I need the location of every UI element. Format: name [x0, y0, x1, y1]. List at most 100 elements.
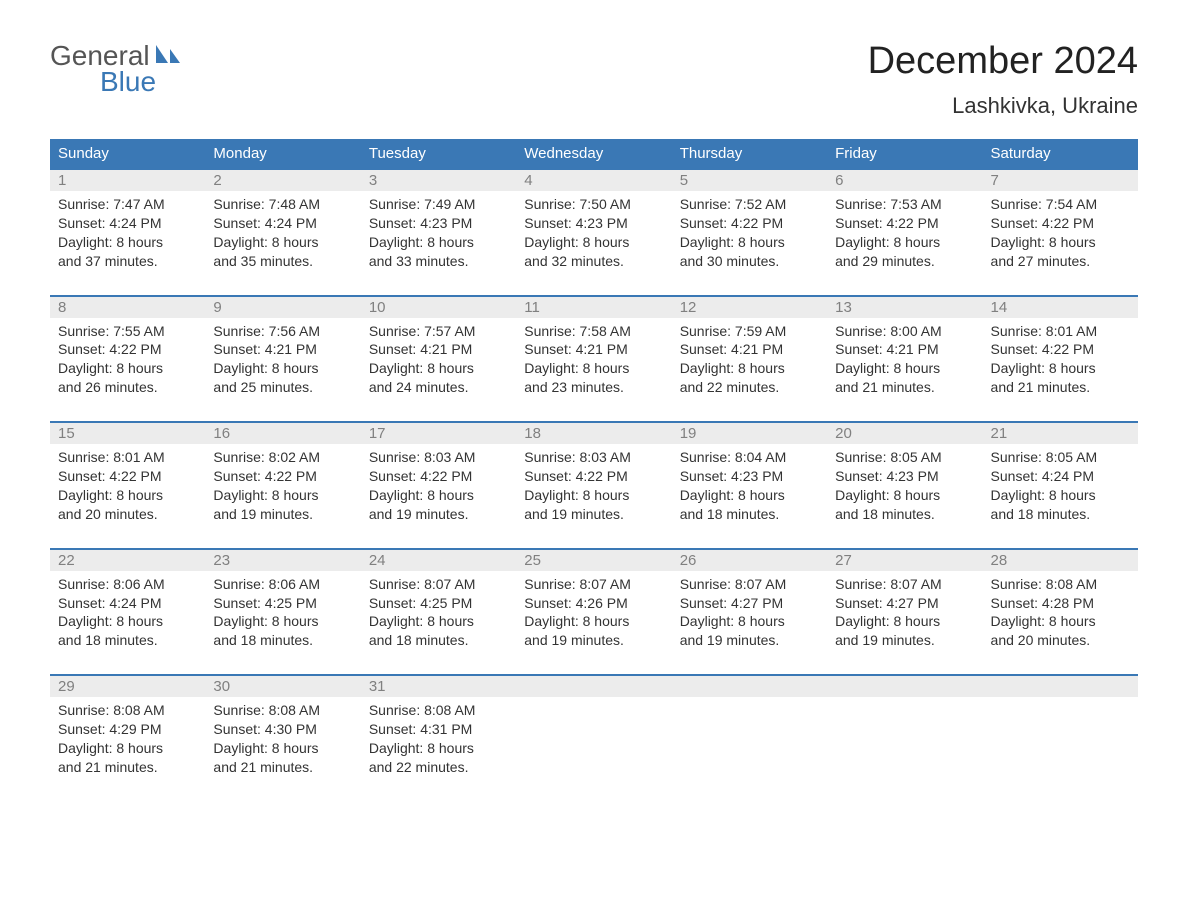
day-number: 3 [361, 169, 516, 191]
sunrise-text: Sunrise: 8:04 AM [680, 448, 819, 467]
daylight-line1: Daylight: 8 hours [991, 612, 1130, 631]
daylight-line1: Daylight: 8 hours [680, 233, 819, 252]
sunset-text: Sunset: 4:23 PM [680, 467, 819, 486]
day-number: 16 [205, 422, 360, 444]
sunset-text: Sunset: 4:27 PM [835, 594, 974, 613]
daylight-line1: Daylight: 8 hours [835, 233, 974, 252]
day-number: 11 [516, 296, 671, 318]
week-num-row: 1234567 [50, 169, 1138, 191]
week-num-row: 15161718192021 [50, 422, 1138, 444]
daylight-line1: Daylight: 8 hours [991, 233, 1130, 252]
daylight-line1: Daylight: 8 hours [835, 486, 974, 505]
sunrise-text: Sunrise: 8:05 AM [835, 448, 974, 467]
day-number: 25 [516, 549, 671, 571]
daylight-line1: Daylight: 8 hours [213, 233, 352, 252]
daylight-line2: and 20 minutes. [58, 505, 197, 524]
calendar-body: 1234567Sunrise: 7:47 AMSunset: 4:24 PMDa… [50, 169, 1138, 801]
daylight-line1: Daylight: 8 hours [369, 359, 508, 378]
daylight-line2: and 22 minutes. [369, 758, 508, 777]
daylight-line2: and 18 minutes. [680, 505, 819, 524]
sunset-text: Sunset: 4:24 PM [213, 214, 352, 233]
sail-icon [154, 43, 184, 70]
daylight-line2: and 21 minutes. [835, 378, 974, 397]
sunrise-text: Sunrise: 7:55 AM [58, 322, 197, 341]
daylight-line2: and 21 minutes. [213, 758, 352, 777]
day-cell: Sunrise: 8:07 AMSunset: 4:25 PMDaylight:… [361, 571, 516, 676]
day-header-row: Sunday Monday Tuesday Wednesday Thursday… [50, 139, 1138, 169]
day-header-fri: Friday [827, 139, 982, 169]
daylight-line2: and 19 minutes. [680, 631, 819, 650]
day-cell: Sunrise: 8:07 AMSunset: 4:26 PMDaylight:… [516, 571, 671, 676]
daylight-line1: Daylight: 8 hours [524, 486, 663, 505]
sunset-text: Sunset: 4:31 PM [369, 720, 508, 739]
week-num-row: 891011121314 [50, 296, 1138, 318]
sunrise-text: Sunrise: 8:03 AM [524, 448, 663, 467]
sunrise-text: Sunrise: 7:58 AM [524, 322, 663, 341]
day-number: 9 [205, 296, 360, 318]
day-cell: Sunrise: 8:07 AMSunset: 4:27 PMDaylight:… [827, 571, 982, 676]
day-cell: Sunrise: 8:07 AMSunset: 4:27 PMDaylight:… [672, 571, 827, 676]
sunrise-text: Sunrise: 8:01 AM [991, 322, 1130, 341]
day-number: 8 [50, 296, 205, 318]
sunset-text: Sunset: 4:30 PM [213, 720, 352, 739]
sunrise-text: Sunrise: 7:49 AM [369, 195, 508, 214]
daylight-line2: and 26 minutes. [58, 378, 197, 397]
day-cell: Sunrise: 8:06 AMSunset: 4:25 PMDaylight:… [205, 571, 360, 676]
day-cell: Sunrise: 7:52 AMSunset: 4:22 PMDaylight:… [672, 191, 827, 296]
day-cell: Sunrise: 8:02 AMSunset: 4:22 PMDaylight:… [205, 444, 360, 549]
sunrise-text: Sunrise: 7:50 AM [524, 195, 663, 214]
day-cell: Sunrise: 7:55 AMSunset: 4:22 PMDaylight:… [50, 318, 205, 423]
day-cell: Sunrise: 7:58 AMSunset: 4:21 PMDaylight:… [516, 318, 671, 423]
sunset-text: Sunset: 4:24 PM [58, 214, 197, 233]
daylight-line2: and 18 minutes. [369, 631, 508, 650]
header: General Blue December 2024 Lashkivka, Uk… [50, 40, 1138, 119]
daylight-line2: and 19 minutes. [524, 631, 663, 650]
week-body-row: Sunrise: 8:01 AMSunset: 4:22 PMDaylight:… [50, 444, 1138, 549]
daylight-line2: and 19 minutes. [524, 505, 663, 524]
day-cell: Sunrise: 8:08 AMSunset: 4:28 PMDaylight:… [983, 571, 1138, 676]
sunset-text: Sunset: 4:22 PM [213, 467, 352, 486]
sunset-text: Sunset: 4:22 PM [58, 340, 197, 359]
day-cell: Sunrise: 8:05 AMSunset: 4:24 PMDaylight:… [983, 444, 1138, 549]
day-number: 30 [205, 675, 360, 697]
daylight-line2: and 33 minutes. [369, 252, 508, 271]
daylight-line1: Daylight: 8 hours [991, 486, 1130, 505]
daylight-line1: Daylight: 8 hours [680, 612, 819, 631]
day-number: 5 [672, 169, 827, 191]
sunset-text: Sunset: 4:21 PM [680, 340, 819, 359]
day-cell [827, 697, 982, 801]
logo: General Blue [50, 40, 184, 98]
day-number: 27 [827, 549, 982, 571]
day-number: 4 [516, 169, 671, 191]
day-cell: Sunrise: 7:54 AMSunset: 4:22 PMDaylight:… [983, 191, 1138, 296]
daylight-line1: Daylight: 8 hours [369, 739, 508, 758]
week-body-row: Sunrise: 8:06 AMSunset: 4:24 PMDaylight:… [50, 571, 1138, 676]
day-header-mon: Monday [205, 139, 360, 169]
day-number: 13 [827, 296, 982, 318]
daylight-line1: Daylight: 8 hours [369, 612, 508, 631]
daylight-line2: and 24 minutes. [369, 378, 508, 397]
day-cell [983, 697, 1138, 801]
daylight-line1: Daylight: 8 hours [213, 486, 352, 505]
sunset-text: Sunset: 4:21 PM [524, 340, 663, 359]
day-number: 23 [205, 549, 360, 571]
day-cell [672, 697, 827, 801]
daylight-line2: and 19 minutes. [369, 505, 508, 524]
daylight-line1: Daylight: 8 hours [991, 359, 1130, 378]
day-cell: Sunrise: 7:56 AMSunset: 4:21 PMDaylight:… [205, 318, 360, 423]
month-title: December 2024 [868, 40, 1138, 83]
daylight-line2: and 21 minutes. [991, 378, 1130, 397]
day-cell: Sunrise: 8:01 AMSunset: 4:22 PMDaylight:… [50, 444, 205, 549]
sunrise-text: Sunrise: 8:07 AM [835, 575, 974, 594]
sunset-text: Sunset: 4:22 PM [369, 467, 508, 486]
day-header-sat: Saturday [983, 139, 1138, 169]
day-number: 1 [50, 169, 205, 191]
day-cell: Sunrise: 7:49 AMSunset: 4:23 PMDaylight:… [361, 191, 516, 296]
sunrise-text: Sunrise: 7:57 AM [369, 322, 508, 341]
sunrise-text: Sunrise: 8:06 AM [213, 575, 352, 594]
sunset-text: Sunset: 4:26 PM [524, 594, 663, 613]
day-number: 12 [672, 296, 827, 318]
sunset-text: Sunset: 4:21 PM [835, 340, 974, 359]
sunrise-text: Sunrise: 8:08 AM [213, 701, 352, 720]
daylight-line2: and 30 minutes. [680, 252, 819, 271]
